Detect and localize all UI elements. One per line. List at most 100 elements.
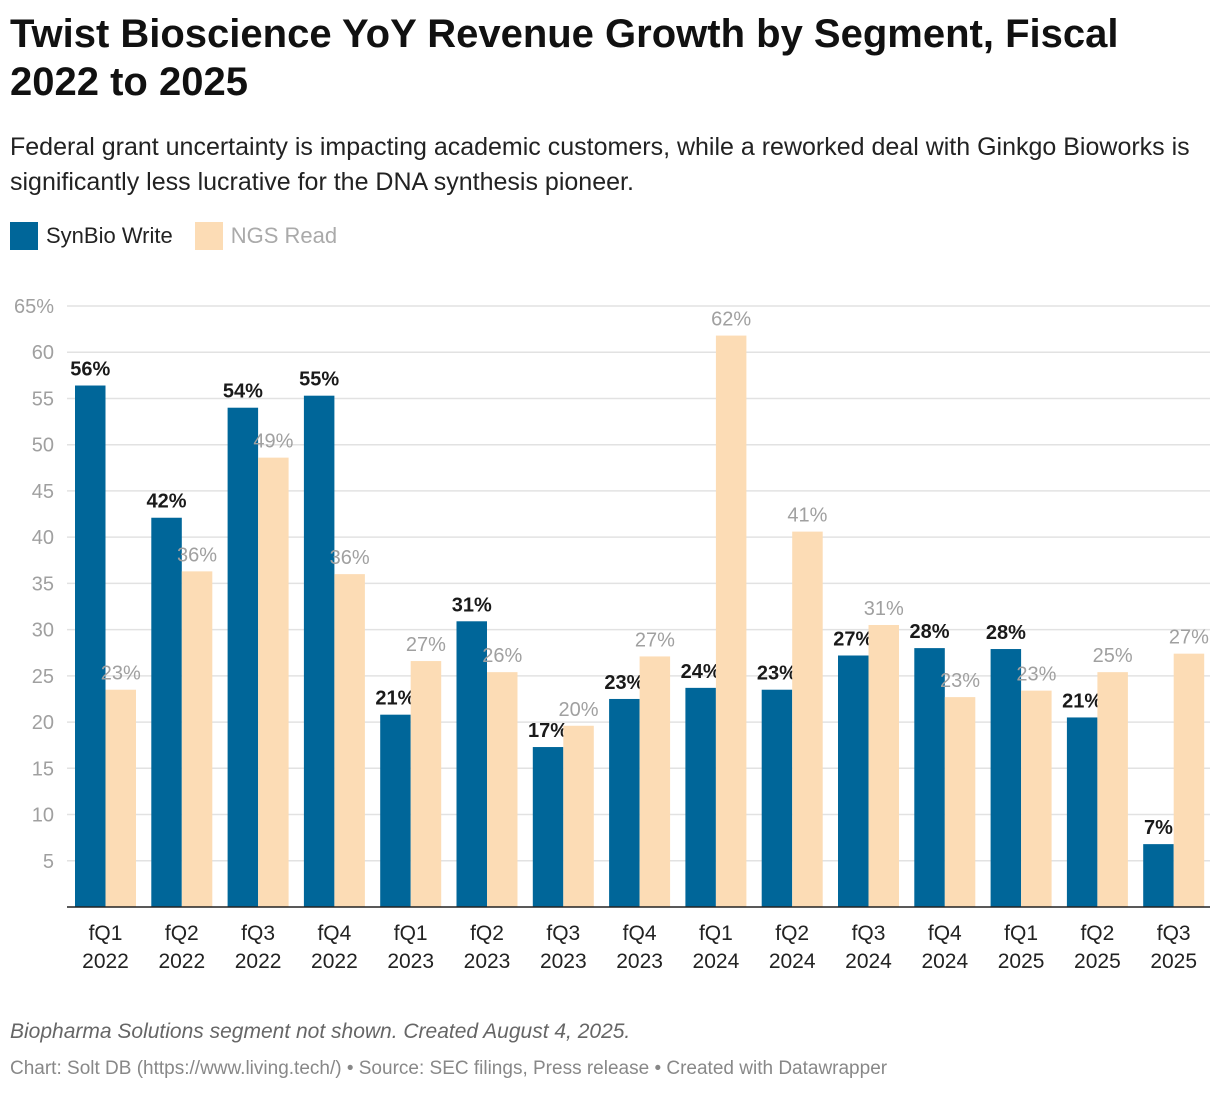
data-label: 27% — [406, 634, 446, 656]
data-label: 27% — [1169, 627, 1209, 649]
bar-synbio-write — [456, 621, 487, 907]
bar-synbio-write — [838, 655, 869, 907]
legend-item-ngs: NGS Read — [194, 222, 338, 250]
y-tick-label: 35 — [32, 573, 54, 595]
y-tick-label: 25 — [32, 666, 54, 688]
data-label: 27% — [833, 629, 873, 651]
legend: SynBio Write NGS Read — [10, 222, 337, 250]
data-label: 23% — [757, 663, 797, 685]
legend-swatch-ngs — [194, 222, 223, 250]
legend-label-ngs: NGS Read — [230, 223, 338, 248]
x-tick-label: 2023 — [616, 950, 663, 973]
bar-synbio-write — [1066, 717, 1098, 907]
data-label: 17% — [528, 720, 568, 742]
x-tick-label: 2023 — [540, 950, 587, 973]
data-label: 36% — [177, 544, 217, 566]
data-label: 23% — [940, 670, 980, 692]
y-tick-label: 10 — [32, 805, 54, 827]
chart-title: Twist Bioscience YoY Revenue Growth by S… — [10, 12, 1119, 104]
legend-item-synbio: SynBio Write — [10, 222, 173, 250]
x-tick-label: fQ1 — [1004, 922, 1038, 945]
y-tick-label: 50 — [32, 435, 54, 457]
x-tick-label: fQ4 — [317, 922, 351, 945]
bar-synbio-write — [914, 648, 945, 907]
data-label: 56% — [70, 359, 110, 381]
bar-ngs-read — [334, 574, 365, 907]
data-label: 54% — [223, 381, 263, 403]
x-tick-label: fQ3 — [241, 922, 275, 945]
bar-synbio-write — [227, 407, 259, 907]
data-label: 27% — [635, 629, 675, 651]
x-tick-label: fQ1 — [699, 922, 733, 945]
x-tick-label: fQ1 — [394, 922, 428, 945]
bar-ngs-read — [639, 656, 671, 907]
data-label: 31% — [452, 594, 492, 616]
data-label: 25% — [1093, 645, 1133, 667]
bar-ngs-read — [868, 624, 899, 907]
x-tick-label: fQ4 — [928, 922, 962, 945]
data-label: 28% — [986, 622, 1026, 644]
x-tick-label: 2025 — [1150, 950, 1197, 973]
bar-ngs-read — [1097, 672, 1128, 907]
bar-ngs-read — [258, 457, 289, 907]
y-tick-label: 55 — [32, 388, 54, 410]
bar-ngs-read — [715, 335, 747, 907]
y-tick-label: 60 — [32, 342, 54, 364]
data-label: 20% — [559, 699, 599, 721]
chart-source: Chart: Solt DB (https://www.living.tech/… — [10, 1058, 888, 1079]
bar-synbio-write — [685, 687, 716, 907]
chart-subtitle: Federal grant uncertainty is impacting a… — [10, 133, 1190, 196]
bar-ngs-read — [944, 697, 976, 907]
data-label: 41% — [787, 505, 827, 527]
y-tick-label: 40 — [32, 527, 54, 549]
x-tick-label: fQ4 — [623, 922, 657, 945]
x-tick-label: 2022 — [235, 950, 282, 973]
y-tick-label: 20 — [32, 712, 54, 734]
x-tick-label: 2025 — [998, 950, 1045, 973]
bar-ngs-read — [487, 672, 518, 907]
x-tick-label: 2023 — [387, 950, 434, 973]
data-label: 21% — [1062, 690, 1102, 712]
data-label: 24% — [681, 661, 721, 683]
x-tick-label: 2024 — [769, 950, 816, 973]
bar-synbio-write — [609, 698, 640, 907]
x-tick-label: 2023 — [464, 950, 511, 973]
data-label: 7% — [1144, 817, 1173, 839]
bar-synbio-write — [990, 649, 1022, 907]
data-label: 28% — [910, 621, 950, 643]
y-tick-label: 5 — [43, 851, 54, 873]
data-label: 49% — [253, 431, 293, 453]
bar-chart: 5101520253035404550556065%56%23%fQ120224… — [14, 296, 1210, 973]
y-tick-label: 65% — [14, 296, 54, 318]
bar-ngs-read — [1021, 690, 1052, 907]
bar-ngs-read — [563, 725, 594, 907]
bar-ngs-read — [181, 571, 213, 907]
legend-swatch-synbio — [10, 222, 38, 250]
x-tick-label: 2024 — [693, 950, 740, 973]
x-tick-label: 2022 — [158, 950, 205, 973]
bar-synbio-write — [532, 747, 564, 907]
x-tick-label: 2025 — [1074, 950, 1121, 973]
x-tick-label: 2022 — [311, 950, 358, 973]
x-tick-label: fQ2 — [1080, 922, 1114, 945]
data-label: 23% — [604, 672, 644, 694]
data-label: 42% — [147, 491, 187, 513]
bar-ngs-read — [105, 689, 136, 907]
bar-synbio-write — [761, 689, 793, 907]
data-label: 23% — [1016, 664, 1056, 686]
bar-synbio-write — [380, 714, 411, 907]
x-tick-label: fQ2 — [165, 922, 199, 945]
legend-label-synbio: SynBio Write — [46, 223, 173, 248]
bar-ngs-read — [792, 531, 823, 907]
data-label: 23% — [101, 663, 141, 685]
x-tick-label: 2024 — [845, 950, 892, 973]
bar-synbio-write — [1143, 844, 1174, 907]
bar-ngs-read — [410, 661, 442, 907]
x-tick-label: 2024 — [921, 950, 968, 973]
bar-synbio-write — [303, 395, 335, 907]
chart-notes: Biopharma Solutions segment not shown. C… — [10, 1020, 631, 1043]
x-tick-label: fQ2 — [470, 922, 504, 945]
x-tick-label: fQ2 — [775, 922, 809, 945]
data-label: 55% — [299, 369, 339, 391]
y-tick-label: 30 — [32, 620, 54, 642]
